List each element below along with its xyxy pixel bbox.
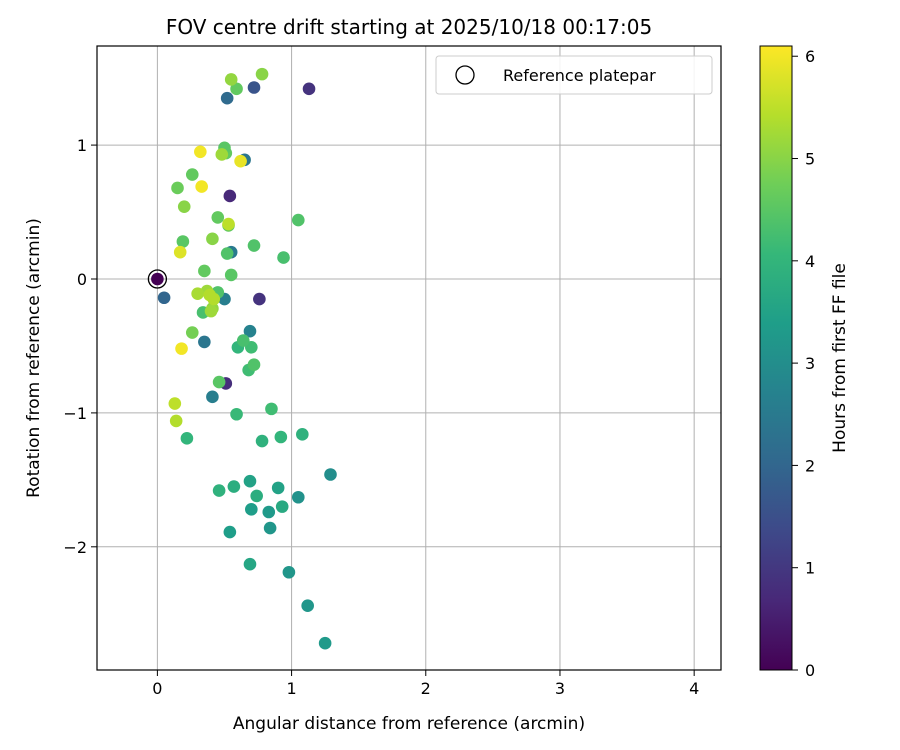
scatter-point: [198, 335, 211, 349]
scatter-point: [243, 474, 257, 488]
scatter-point: [243, 557, 257, 571]
scatter-point: [203, 288, 217, 302]
colorbar-tick-label: 5: [805, 150, 815, 169]
scatter-point: [195, 180, 208, 193]
scatter-point: [224, 73, 238, 86]
colorbar-gradient: [759, 45, 793, 671]
scatter-point: [245, 503, 258, 516]
scatter-point: [194, 145, 207, 159]
scatter-point: [291, 213, 305, 227]
scatter-point: [212, 484, 226, 497]
colorbar-ticks: 0 1 2 3 4 5 6: [792, 47, 815, 680]
scatter-point: [234, 154, 247, 168]
scatter-point: [301, 599, 314, 613]
scatter-point: [223, 189, 237, 203]
scatter-point: [180, 432, 194, 445]
scatter-point: [175, 342, 188, 355]
scatter-point: [222, 217, 235, 231]
x-tick-label: 1: [286, 679, 296, 698]
scatter-point: [177, 200, 191, 213]
scatter-point: [171, 181, 184, 195]
scatter-points: [147, 67, 337, 650]
scatter-point: [324, 468, 337, 481]
scatter-point: [296, 428, 309, 441]
scatter-point: [173, 245, 187, 259]
scatter-point: [255, 434, 269, 448]
scatter-point: [204, 304, 218, 318]
legend: Reference platepar: [435, 55, 713, 95]
x-axis-label: Angular distance from reference (arcmin): [233, 714, 585, 734]
scatter-point: [236, 334, 250, 347]
scatter-point: [277, 251, 290, 264]
scatter-point: [274, 430, 288, 444]
scatter-point: [247, 239, 261, 252]
scatter-point: [212, 375, 226, 389]
x-tick-label: 0: [152, 679, 162, 698]
scatter-point: [230, 82, 243, 96]
scatter-point: [169, 414, 183, 428]
y-axis-ticks: −2 −1 0 1: [63, 136, 97, 557]
y-tick-label: 1: [77, 136, 87, 155]
scatter-point: [282, 565, 296, 579]
scatter-point: [253, 292, 266, 306]
scatter-point: [211, 211, 225, 224]
scatter-point: [198, 264, 211, 278]
colorbar-tick-label: 3: [805, 354, 815, 373]
x-tick-label: 4: [689, 679, 699, 698]
colorbar-tick-label: 1: [805, 559, 815, 578]
legend-label-reference: Reference platepar: [503, 66, 656, 85]
y-tick-label: −2: [63, 538, 87, 557]
colorbar: 0 1 2 3 4 5 6 Hours from first FF file: [759, 45, 850, 680]
scatter-point: [247, 358, 261, 371]
scatter-point: [265, 402, 278, 416]
scatter-point: [185, 168, 199, 181]
scatter-point: [185, 326, 199, 339]
scatter-point: [220, 91, 234, 105]
scatter-point: [291, 490, 305, 504]
scatter-point: [223, 525, 237, 539]
colorbar-label: Hours from first FF file: [830, 263, 850, 453]
grid: [97, 46, 721, 670]
scatter-point: [191, 287, 204, 301]
scatter-point: [243, 324, 257, 338]
scatter-point: [250, 489, 263, 503]
scatter-point: [275, 500, 289, 513]
x-tick-label: 3: [555, 679, 565, 698]
scatter-point: [255, 67, 269, 81]
scatter-point: [224, 268, 238, 282]
y-tick-label: −1: [63, 404, 87, 423]
scatter-point: [168, 397, 182, 410]
scatter-point: [176, 235, 190, 248]
y-tick-label: 0: [77, 270, 87, 289]
scatter-point: [318, 636, 332, 650]
colorbar-tick-label: 0: [805, 661, 815, 680]
reference-platepar-marker: [147, 269, 168, 289]
scatter-point: [247, 81, 261, 94]
chart-title: FOV centre drift starting at 2025/10/18 …: [166, 15, 652, 39]
scatter-point: [227, 480, 241, 493]
colorbar-tick-label: 4: [805, 252, 815, 271]
scatter-point: [206, 390, 219, 404]
scatter-point: [151, 272, 164, 286]
x-tick-label: 2: [421, 679, 431, 698]
legend-marker-reference: [455, 65, 475, 85]
scatter-point: [215, 148, 229, 161]
legend-frame: [435, 55, 713, 95]
plot-area-frame: [96, 45, 722, 671]
scatter-point: [220, 247, 234, 260]
scatter-point: [262, 505, 276, 519]
scatter-point: [271, 481, 285, 495]
scatter-point: [230, 407, 243, 421]
colorbar-tick-label: 6: [805, 47, 815, 66]
scatter-point: [302, 82, 316, 96]
y-axis-label: Rotation from reference (arcmin): [24, 218, 44, 498]
scatter-point: [157, 291, 171, 305]
scatter-point: [263, 521, 277, 535]
x-axis-ticks: 0 1 2 3 4: [152, 670, 699, 698]
scatter-point: [206, 232, 219, 246]
colorbar-tick-label: 2: [805, 456, 815, 475]
